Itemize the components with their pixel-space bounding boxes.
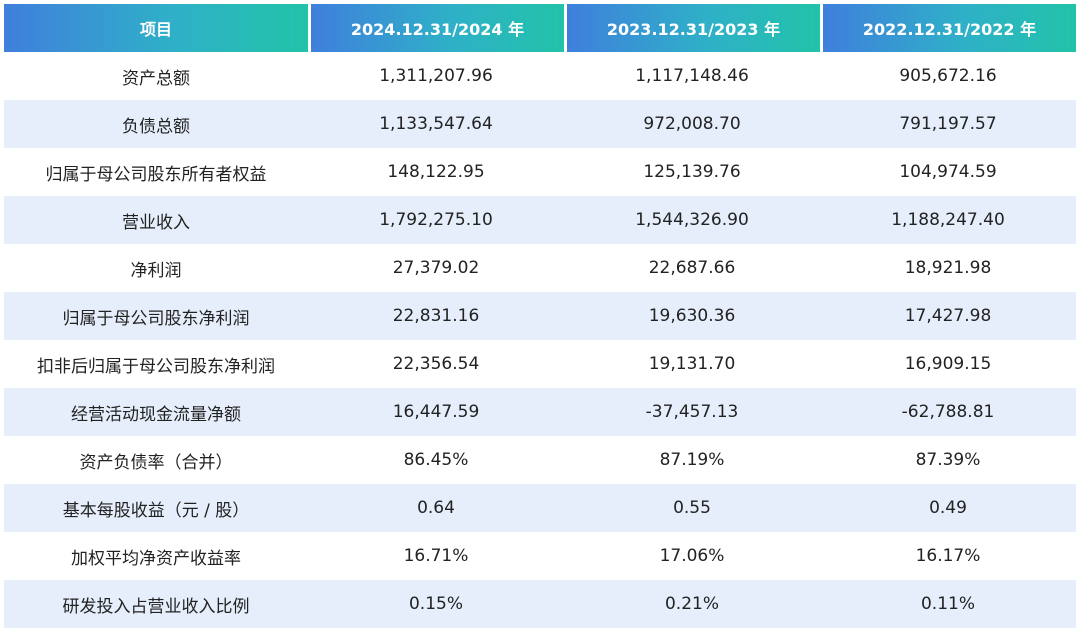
table-row: 基本每股收益（元 / 股） 0.64 0.55 0.49 [4, 484, 1076, 532]
table-row: 负债总额 1,133,547.64 972,008.70 791,197.57 [4, 100, 1076, 148]
row-label: 扣非后归属于母公司股东净利润 [37, 356, 275, 377]
table-row: 营业收入 1,792,275.10 1,544,326.90 1,188,247… [4, 196, 1076, 244]
value-2024: 16.71% [403, 546, 469, 566]
row-label: 负债总额 [122, 116, 190, 137]
value-2024: 27,379.02 [392, 258, 480, 278]
table-row: 资产总额 1,311,207.96 1,117,148.46 905,672.1… [4, 52, 1076, 100]
table-row: 净利润 27,379.02 22,687.66 18,921.98 [4, 244, 1076, 292]
value-2023: 1,544,326.90 [635, 210, 749, 230]
table-row: 加权平均净资产收益率 16.71% 17.06% 16.17% [4, 532, 1076, 580]
value-2023: 1,117,148.46 [635, 66, 749, 86]
row-label: 归属于母公司股东净利润 [62, 308, 250, 329]
value-2023: 972,008.70 [643, 114, 741, 134]
value-2022: 104,974.59 [899, 162, 997, 182]
value-2022: 16,909.15 [904, 354, 992, 374]
value-2022: -62,788.81 [901, 402, 995, 422]
table-body: 资产总额 1,311,207.96 1,117,148.46 905,672.1… [4, 52, 1076, 628]
value-2023: 22,687.66 [648, 258, 736, 278]
value-2023: 0.21% [664, 594, 719, 614]
row-label: 净利润 [130, 260, 182, 281]
value-2022: 905,672.16 [899, 66, 997, 86]
table-row: 归属于母公司股东净利润 22,831.16 19,630.36 17,427.9… [4, 292, 1076, 340]
row-label: 研发投入占营业收入比例 [62, 596, 250, 617]
value-2023: 87.19% [659, 450, 725, 470]
header-cell-2024: 2024.12.31/2024 年 [311, 4, 564, 52]
value-2022: 17,427.98 [904, 306, 992, 326]
table-row: 经营活动现金流量净额 16,447.59 -37,457.13 -62,788.… [4, 388, 1076, 436]
value-2023: 0.55 [673, 498, 711, 518]
value-2023: -37,457.13 [645, 402, 739, 422]
value-2023: 17.06% [659, 546, 725, 566]
value-2024: 1,792,275.10 [379, 210, 493, 230]
table-row: 归属于母公司股东所有者权益 148,122.95 125,139.76 104,… [4, 148, 1076, 196]
value-2022: 18,921.98 [904, 258, 992, 278]
value-2023: 19,630.36 [648, 306, 736, 326]
value-2024: 16,447.59 [392, 402, 480, 422]
header-cell-2023: 2023.12.31/2023 年 [567, 4, 820, 52]
row-label: 资产总额 [122, 68, 190, 89]
value-2022: 0.49 [929, 498, 967, 518]
row-label: 归属于母公司股东所有者权益 [45, 164, 267, 185]
financial-summary-table: 项目 2024.12.31/2024 年 2023.12.31/2023 年 2… [4, 4, 1076, 628]
value-2024: 0.15% [408, 594, 463, 614]
value-2024: 22,831.16 [392, 306, 480, 326]
row-label: 加权平均净资产收益率 [71, 548, 241, 569]
header-cell-2022: 2022.12.31/2022 年 [823, 4, 1076, 52]
value-2024: 148,122.95 [387, 162, 485, 182]
value-2022: 791,197.57 [899, 114, 997, 134]
value-2022: 87.39% [915, 450, 981, 470]
row-label: 资产负债率（合并） [79, 452, 233, 473]
value-2023: 19,131.70 [648, 354, 736, 374]
value-2024: 22,356.54 [392, 354, 480, 374]
table-header-row: 项目 2024.12.31/2024 年 2023.12.31/2023 年 2… [4, 4, 1076, 52]
header-cell-item: 项目 [4, 4, 308, 52]
value-2023: 125,139.76 [643, 162, 741, 182]
value-2022: 1,188,247.40 [891, 210, 1005, 230]
table-row: 研发投入占营业收入比例 0.15% 0.21% 0.11% [4, 580, 1076, 628]
row-label: 营业收入 [122, 212, 190, 233]
table-row: 资产负债率（合并） 86.45% 87.19% 87.39% [4, 436, 1076, 484]
value-2024: 86.45% [403, 450, 469, 470]
value-2024: 1,311,207.96 [379, 66, 493, 86]
value-2022: 0.11% [920, 594, 975, 614]
value-2024: 1,133,547.64 [379, 114, 493, 134]
table-row: 扣非后归属于母公司股东净利润 22,356.54 19,131.70 16,90… [4, 340, 1076, 388]
row-label: 基本每股收益（元 / 股） [62, 500, 250, 521]
value-2024: 0.64 [417, 498, 455, 518]
row-label: 经营活动现金流量净额 [71, 404, 241, 425]
value-2022: 16.17% [915, 546, 981, 566]
